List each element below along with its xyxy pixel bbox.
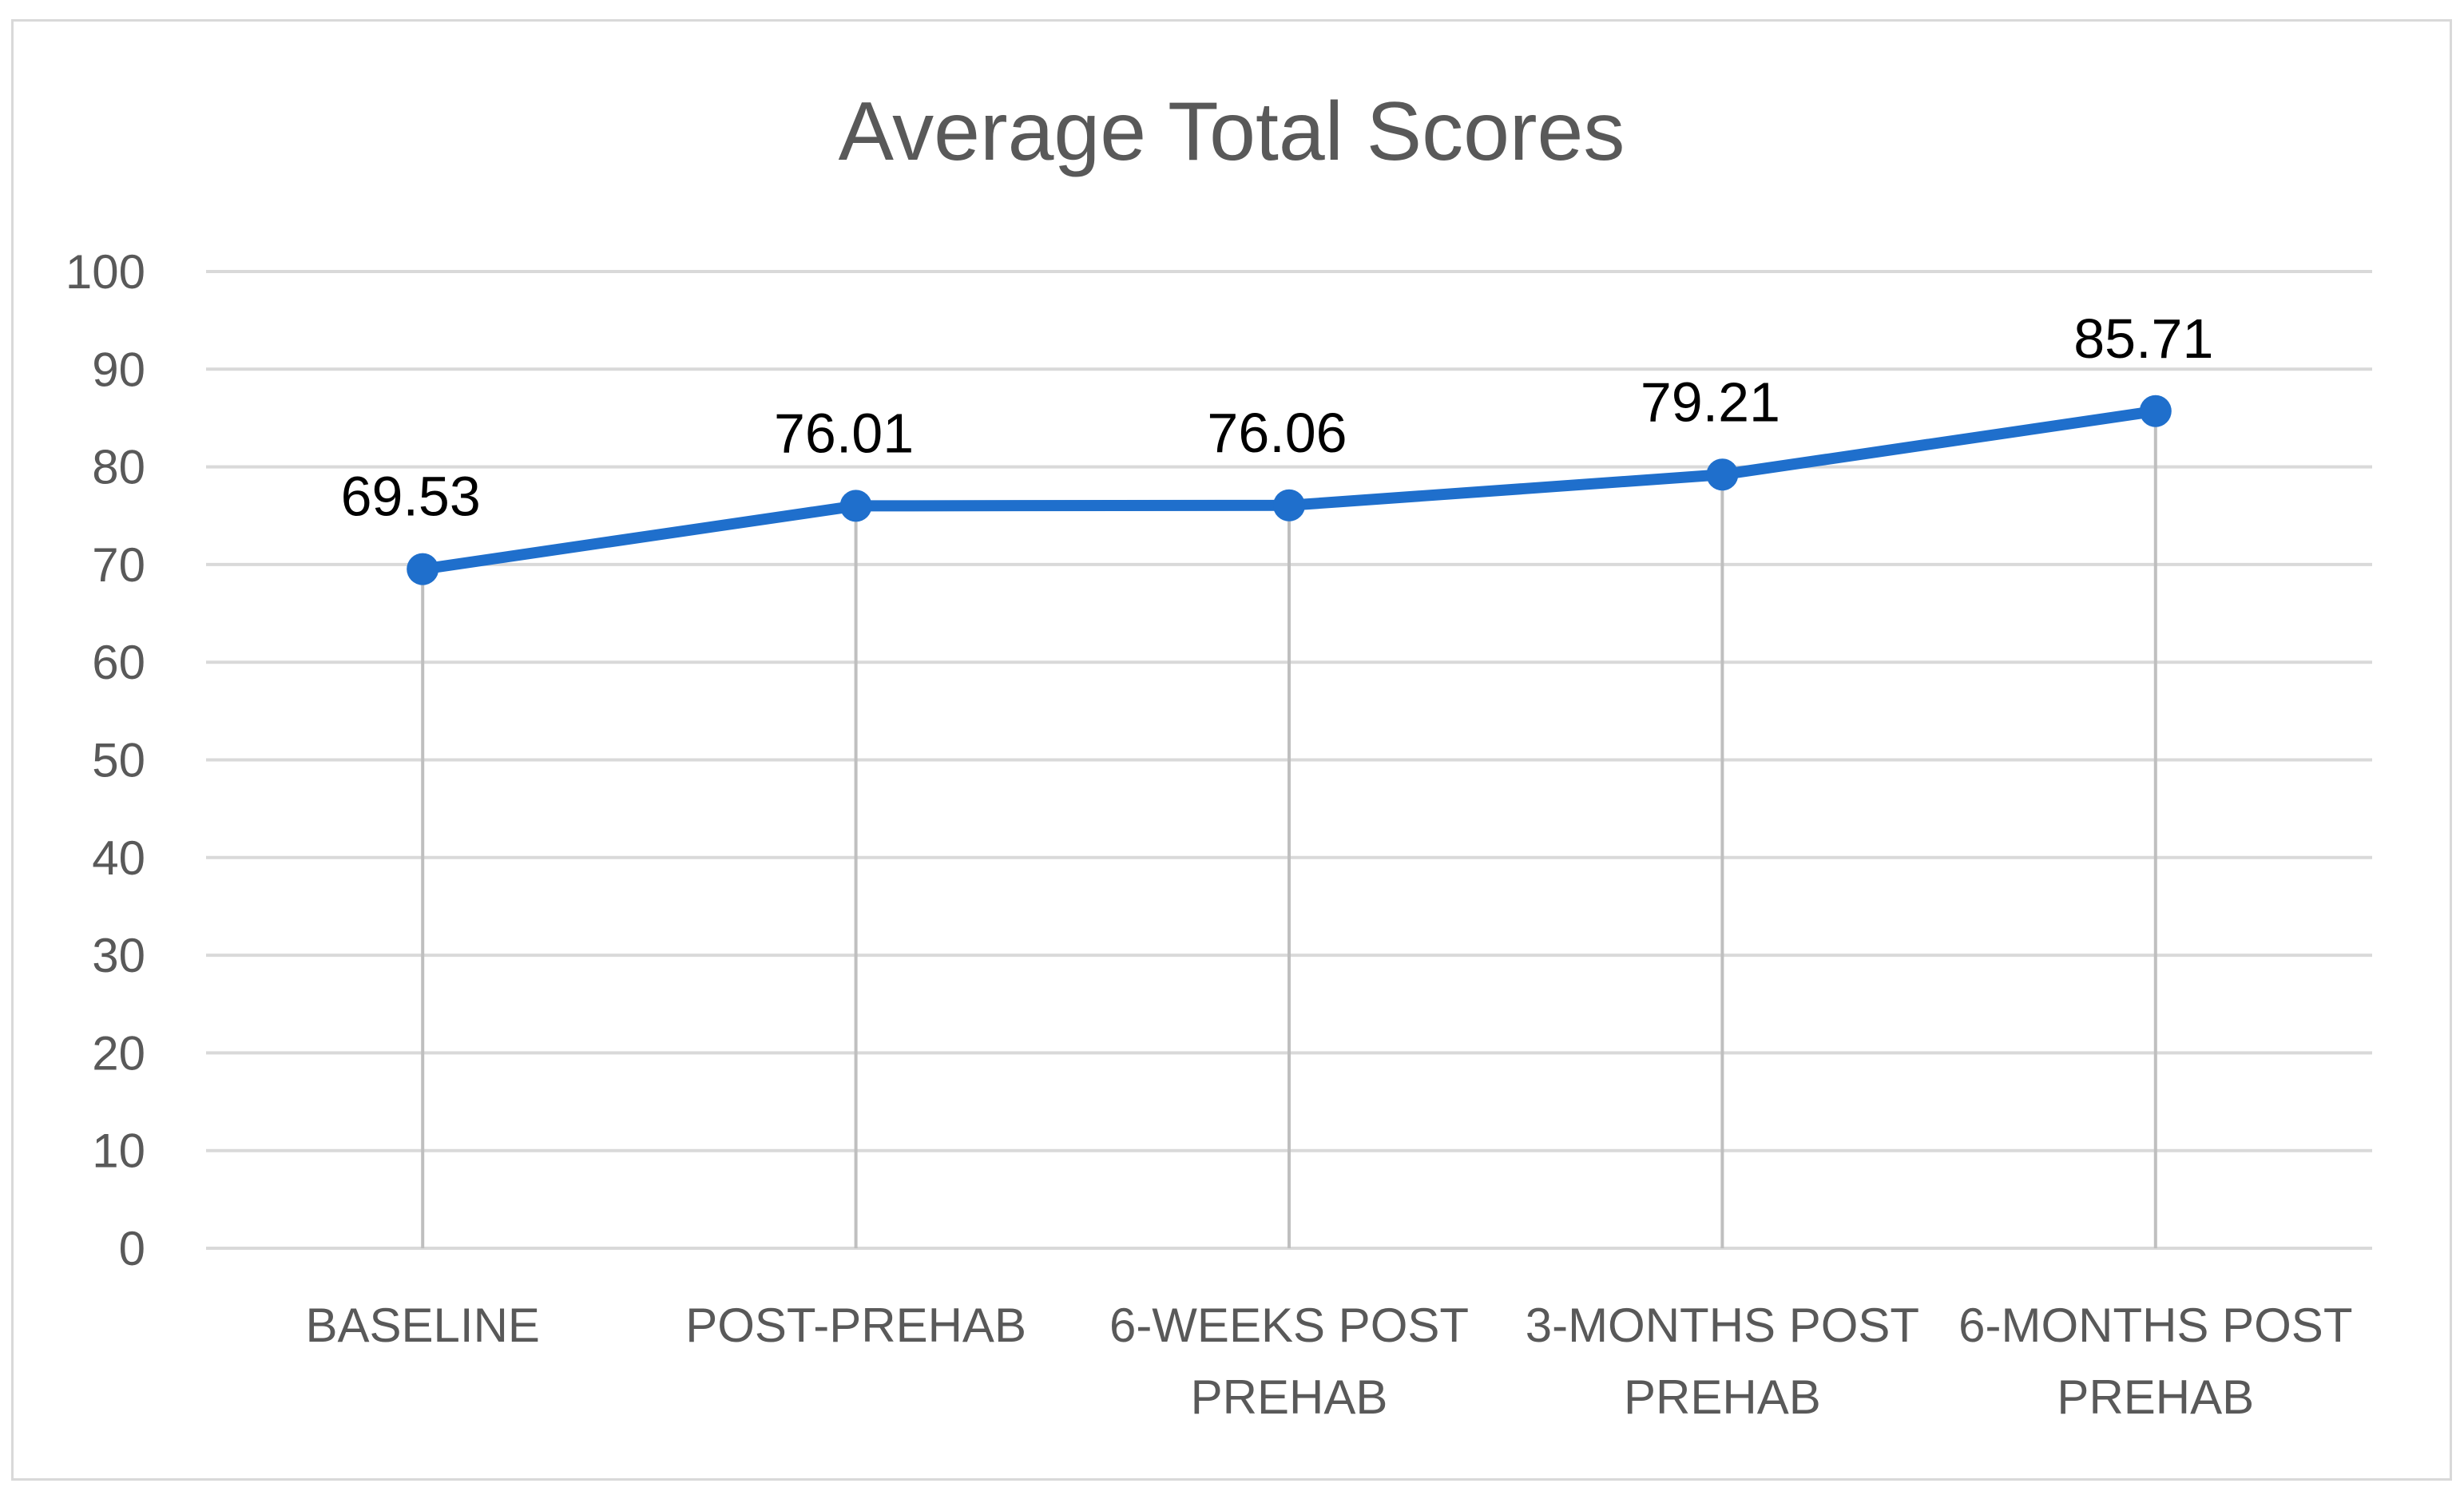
data-point: [1706, 458, 1739, 491]
data-label: 76.01: [774, 402, 914, 464]
y-tick-label: 70: [92, 538, 145, 592]
y-tick-label: 10: [92, 1124, 145, 1178]
y-tick-label: 20: [92, 1026, 145, 1080]
data-point: [407, 553, 439, 585]
y-tick-label: 40: [92, 831, 145, 885]
y-tick-label: 100: [65, 245, 145, 299]
x-tick-label: PREHAB: [1624, 1370, 1821, 1424]
data-point: [839, 490, 872, 522]
y-tick-label: 80: [92, 441, 145, 494]
data-label: 79.21: [1641, 371, 1780, 433]
gridlines: [206, 270, 2372, 1250]
data-label: 85.71: [2073, 307, 2213, 370]
drop-lines: [421, 410, 2157, 1248]
x-tick-label: 6-WEEKS POST: [1109, 1299, 1469, 1352]
data-label: 76.06: [1207, 402, 1347, 464]
x-tick-label: 3-MONTHS POST: [1526, 1299, 1919, 1352]
chart-title: Average Total Scores: [839, 85, 1625, 178]
y-tick-label: 30: [92, 929, 145, 982]
chart-frame: [11, 19, 2452, 1481]
x-tick-label: PREHAB: [2057, 1370, 2254, 1424]
x-tick-label: BASELINE: [305, 1299, 539, 1352]
data-labels: 69.53 76.01 76.06 79.21 85.71: [341, 307, 2214, 528]
x-tick-label: POST-PREHAB: [685, 1299, 1026, 1352]
y-tick-label: 90: [92, 343, 145, 396]
x-tick-label: 6-MONTHS POST: [1958, 1299, 2352, 1352]
y-tick-label: 60: [92, 636, 145, 689]
y-tick-label: 50: [92, 734, 145, 787]
data-label: 69.53: [341, 466, 481, 528]
data-point: [2139, 395, 2172, 427]
y-tick-label: 0: [119, 1222, 145, 1275]
x-axis-ticks: BASELINE POST-PREHAB 6-WEEKS POST PREHAB 3-M…: [305, 1299, 2352, 1424]
data-points: [407, 395, 2172, 585]
data-point: [1273, 489, 1305, 521]
x-tick-label: PREHAB: [1191, 1370, 1388, 1424]
y-axis-ticks: 0 10 20 30 40 50 60 70 80 90 100: [65, 245, 145, 1275]
